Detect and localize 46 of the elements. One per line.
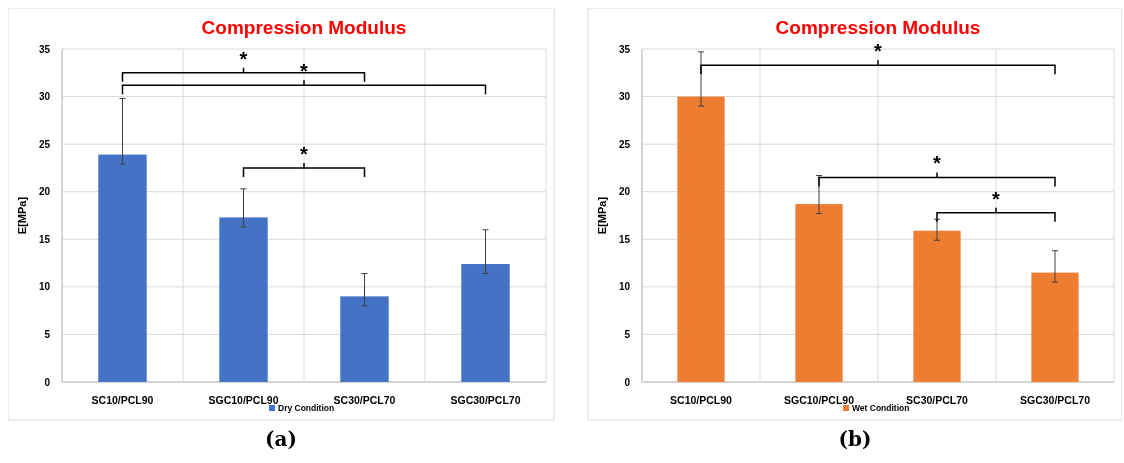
legend-label: Wet Condition [852, 403, 910, 413]
y-tick-label: 5 [624, 328, 631, 340]
bar [340, 296, 389, 382]
annotation: * [992, 187, 1001, 210]
y-axis-title: E[MPa] [596, 196, 608, 235]
x-tick-label: SGC30/PCL70 [1019, 394, 1091, 406]
bar [461, 264, 510, 382]
x-tick-label: SC10/PCL90 [670, 394, 733, 406]
annotation: * [874, 40, 883, 63]
y-tick-label: 35 [618, 43, 631, 55]
y-tick-label: 25 [38, 138, 51, 150]
annotation: * [300, 60, 309, 83]
text: (a) [265, 427, 297, 451]
x-tick-label: SGC10/PCL90 [783, 394, 855, 406]
bar [98, 154, 147, 382]
text: (b) [838, 427, 872, 451]
annotation: * [933, 152, 942, 175]
chart-title: Compression Modulus [775, 17, 981, 38]
y-tick-label: 15 [38, 233, 51, 245]
bar [1031, 272, 1079, 382]
y-tick-label: 35 [38, 43, 51, 55]
bar [219, 217, 268, 382]
y-tick-label: 5 [44, 328, 51, 340]
y-tick-label: 10 [618, 281, 631, 293]
y-tick-label: 30 [618, 91, 631, 103]
annotation: * [239, 47, 248, 70]
y-tick-label: 20 [38, 186, 51, 198]
y-tick-label: 20 [618, 186, 631, 198]
bar [677, 96, 725, 382]
y-tick-label: 0 [44, 376, 51, 388]
x-tick-label: SC30/PCL70 [333, 394, 396, 406]
x-tick-label: SGC30/PCL70 [450, 394, 521, 406]
y-tick-label: 25 [618, 138, 631, 150]
legend-label: Dry Condition [278, 403, 335, 413]
y-tick-label: 10 [38, 281, 51, 293]
chart-title: Compression Modulus [201, 17, 407, 38]
bar [795, 204, 843, 382]
x-tick-label: SGC10/PCL90 [208, 394, 279, 406]
annotation: * [300, 142, 309, 165]
x-tick-label: SC30/PCL70 [906, 394, 969, 406]
y-tick-label: 30 [38, 91, 51, 103]
bar [913, 230, 961, 382]
y-tick-label: 15 [618, 233, 631, 245]
x-tick-label: SC10/PCL90 [91, 394, 154, 406]
y-tick-label: 0 [624, 376, 631, 388]
y-axis-title: E[MPa] [16, 196, 28, 235]
